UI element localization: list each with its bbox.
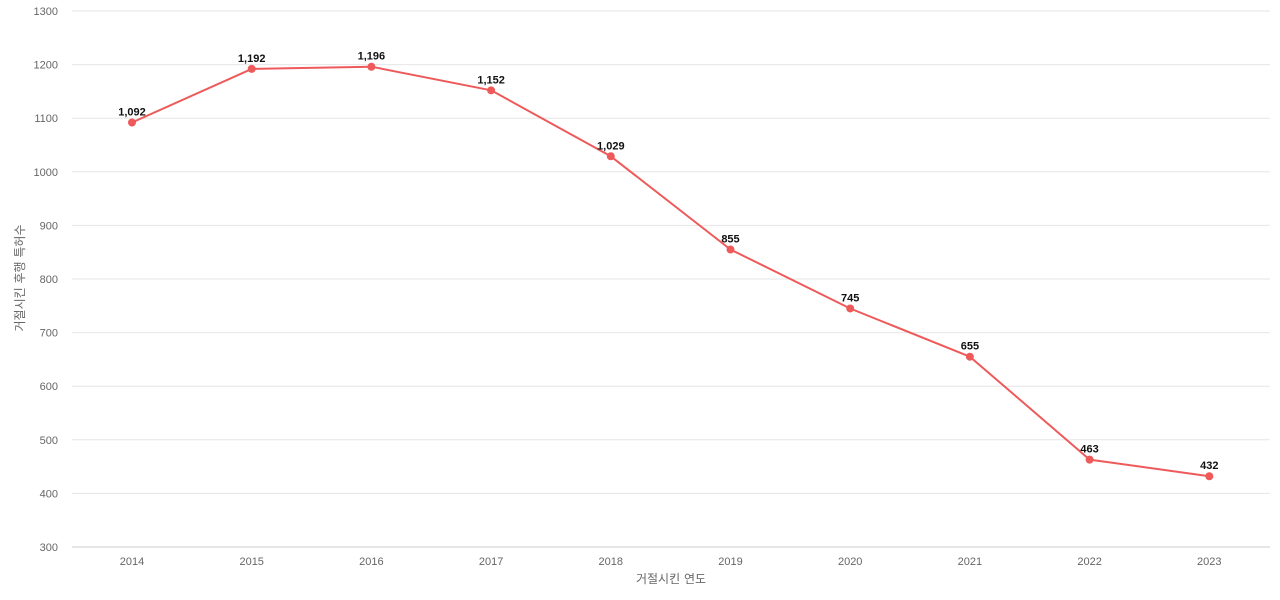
data-label: 1,029 — [597, 140, 625, 152]
data-point[interactable] — [247, 64, 256, 73]
y-tick-label: 800 — [40, 274, 58, 286]
x-tick-label: 2023 — [1197, 556, 1221, 568]
y-tick-label: 900 — [40, 220, 58, 232]
data-point[interactable] — [367, 62, 376, 71]
x-tick-label: 2018 — [599, 556, 623, 568]
data-point[interactable] — [846, 304, 855, 313]
y-axis-ticks: 300 400 500 600 700 800 900 1000 1100 1200 1300 — [34, 6, 58, 554]
x-tick-label: 2017 — [479, 556, 503, 568]
data-label: 655 — [961, 341, 979, 353]
x-tick-label: 2020 — [838, 556, 862, 568]
y-tick-label: 1300 — [34, 6, 58, 18]
y-axis-title: 거절시킨 후행 특허수 — [12, 225, 27, 332]
data-label: 1,092 — [118, 106, 146, 118]
data-labels: 1,092 1,192 1,196 1,152 1,029 855 745 655 463 432 — [118, 51, 1218, 473]
data-point[interactable] — [965, 352, 974, 361]
y-tick-label: 700 — [40, 328, 58, 340]
data-point[interactable] — [1085, 455, 1094, 464]
x-tick-label: 2022 — [1077, 556, 1101, 568]
data-label: 1,192 — [238, 53, 266, 65]
data-point[interactable] — [726, 245, 735, 254]
y-tick-label: 1200 — [34, 60, 58, 72]
data-point[interactable] — [128, 118, 136, 127]
x-tick-label: 2016 — [359, 556, 383, 568]
data-label: 432 — [1200, 460, 1218, 472]
x-tick-label: 2021 — [958, 556, 982, 568]
data-label: 745 — [841, 292, 859, 304]
y-tick-label: 1000 — [34, 167, 58, 179]
x-tick-label: 2014 — [120, 556, 144, 568]
y-tick-label: 500 — [40, 435, 58, 447]
y-tick-label: 1100 — [34, 113, 58, 125]
x-tick-label: 2015 — [239, 556, 263, 568]
data-point[interactable] — [1205, 472, 1214, 481]
data-point[interactable] — [606, 152, 615, 161]
data-point[interactable] — [487, 86, 496, 95]
x-axis-ticks: 2014 2015 2016 2017 2018 2019 2020 2021 2022 2023 — [120, 556, 1222, 568]
gridlines — [72, 10, 1270, 548]
y-tick-label: 300 — [40, 542, 58, 554]
data-label: 463 — [1080, 444, 1098, 456]
data-label: 1,196 — [358, 51, 386, 63]
series-layer — [128, 62, 1214, 481]
y-tick-label: 400 — [40, 488, 58, 500]
x-tick-label: 2019 — [718, 556, 742, 568]
series-line — [131, 65, 1210, 478]
data-label: 1,152 — [477, 74, 505, 86]
x-axis-title: 거절시킨 연도 — [636, 572, 706, 586]
data-label: 855 — [721, 234, 739, 246]
y-tick-label: 600 — [40, 381, 58, 393]
